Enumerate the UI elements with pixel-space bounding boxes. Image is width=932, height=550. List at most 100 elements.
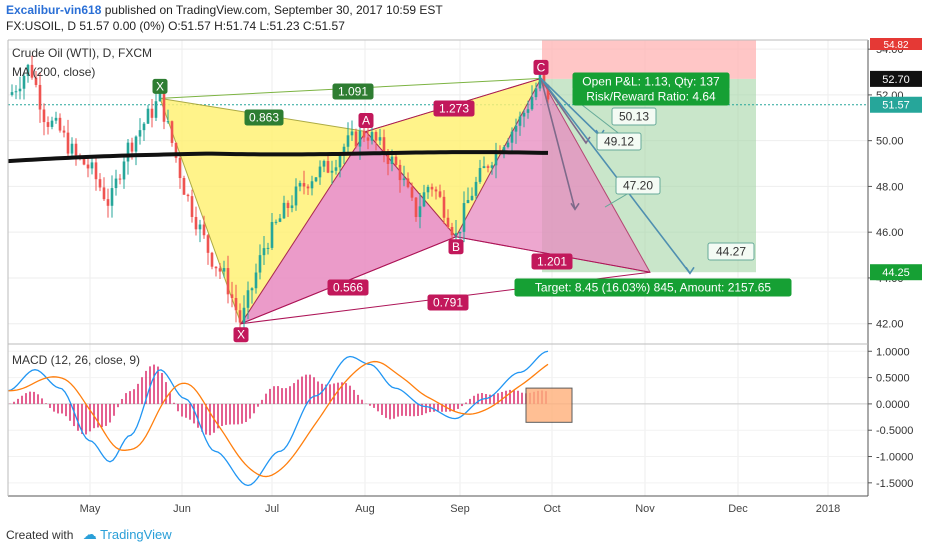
candle-body (242, 307, 246, 323)
candle-body (290, 205, 294, 209)
candle-body (466, 200, 470, 204)
candle-body (130, 142, 134, 152)
projection-value: 44.27 (716, 245, 746, 259)
candle-body (178, 157, 182, 179)
projection-lines (540, 77, 695, 275)
projection-arrow (540, 78, 576, 210)
candle-body (142, 123, 146, 131)
price-badge-box (870, 264, 922, 281)
axes: MayJunJulAugSepOctNovDec201842.0044.0046… (7, 38, 922, 515)
candle-body (442, 196, 446, 218)
candle-body (50, 120, 54, 127)
candle-body (62, 130, 66, 133)
point-c-box (533, 59, 549, 75)
price-badge: 44.25 (882, 267, 910, 279)
macd-tick-label: -0.5000 (876, 425, 913, 437)
candle-body (18, 88, 22, 92)
candle-body (382, 137, 386, 155)
time-tick-label: Aug (355, 503, 375, 515)
candle-body (82, 157, 86, 165)
point-c: C (537, 60, 546, 74)
candle-body (530, 97, 534, 110)
candle-body (362, 130, 366, 138)
macd-pane: MACD (12, 26, close, 9) (7, 350, 868, 487)
target-label-box (514, 278, 792, 297)
candle-body (370, 132, 374, 141)
projection-value-box (596, 132, 642, 151)
price-tick-label: 48.00 (876, 181, 904, 193)
candle-body (534, 88, 538, 98)
candle-body (270, 221, 274, 248)
candle-body (54, 117, 58, 121)
macd-label: MACD (12, 26, close, 9) (12, 353, 140, 367)
point-x-bottom: X (237, 328, 245, 342)
trading-chart[interactable]: X X A B C 1.091 0.863 1.273 0.566 1.201 0.791 Open … (0, 36, 932, 520)
candle-body (194, 216, 198, 230)
candle-body (406, 178, 410, 188)
candle-body (102, 187, 106, 200)
candle-body (302, 183, 306, 187)
candle-body (146, 108, 150, 124)
candle-body (298, 183, 302, 187)
candle-body (58, 117, 62, 131)
candle-body (150, 108, 154, 118)
candle-body (234, 297, 238, 311)
point-a: A (362, 114, 370, 128)
projection-value: 49.12 (604, 135, 634, 149)
candle-body (282, 202, 286, 219)
candle-body (518, 116, 522, 126)
candle-body (174, 142, 178, 158)
ratio-label-box (531, 253, 573, 270)
time-tick-label: Dec (728, 503, 748, 515)
projection-value: 50.13 (619, 110, 649, 124)
candle-body (294, 186, 298, 206)
candle-body (458, 231, 462, 234)
candle-body (474, 181, 478, 196)
candle-body (238, 310, 242, 323)
candle-body (42, 109, 46, 123)
candle-body (114, 178, 118, 189)
price-badge: 52.70 (882, 74, 910, 86)
candle-body (218, 268, 222, 272)
candle-body (482, 166, 486, 169)
candle-body (358, 130, 362, 147)
ratio-label: 0.566 (333, 281, 363, 295)
candle-body (454, 233, 458, 236)
ratio-label-box (244, 109, 284, 126)
candle-body (390, 156, 394, 164)
candle-body (110, 188, 114, 206)
candle-body (378, 137, 382, 141)
candle-body (246, 290, 250, 308)
ratio-label-box (332, 83, 374, 100)
candle-body (394, 156, 398, 165)
candle-body (514, 125, 518, 132)
candle-body (86, 164, 90, 169)
top-price-badge: 54.82 (883, 40, 908, 51)
macd-highlight-box (525, 387, 573, 423)
author-link[interactable]: Excalibur-vin618 (6, 3, 102, 17)
candle-body (74, 143, 78, 156)
projection-arrow (540, 77, 601, 137)
price-badge-box (870, 70, 922, 87)
candle-body (186, 194, 190, 197)
ratio-label: 0.791 (433, 296, 463, 310)
macd-tick-label: 0.0000 (876, 399, 910, 411)
price-tick-label: 42.00 (876, 319, 904, 331)
candle-body (66, 132, 70, 154)
signal-line (7, 360, 549, 478)
candle-body (190, 196, 194, 217)
ratio-label: 1.201 (537, 255, 567, 269)
tradingview-brand[interactable]: TradingView (100, 527, 172, 542)
point-x-bottom-box (233, 327, 249, 343)
created-with-text: Created with (6, 528, 74, 542)
ratio-label-box (433, 100, 475, 117)
candle-body (210, 252, 214, 267)
candle-body (354, 131, 358, 147)
candle-body (506, 142, 510, 148)
risk-reward-label: Risk/Reward Ratio: 4.64 (586, 90, 716, 104)
footer: Created with ☁ TradingView (6, 526, 172, 543)
candle-body (338, 155, 342, 168)
candle-body (170, 121, 174, 143)
candle-body (70, 143, 74, 154)
macd-line (7, 350, 549, 487)
